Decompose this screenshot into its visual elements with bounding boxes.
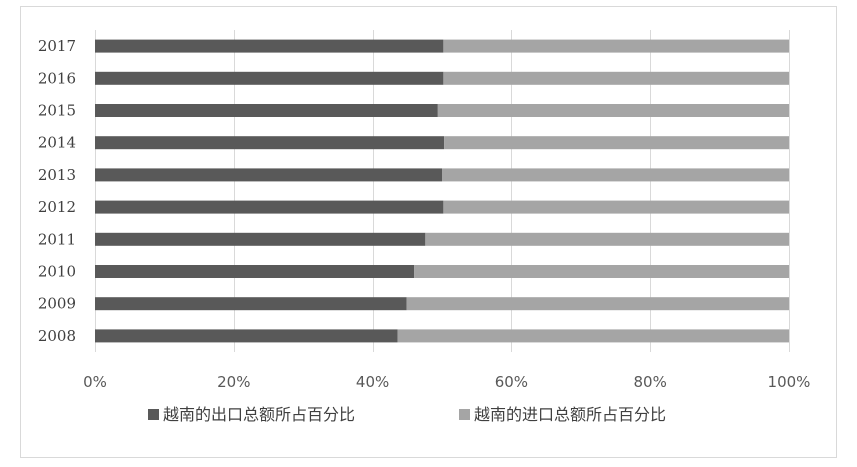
legend-label: 越南的进口总额所占百分比	[474, 405, 666, 424]
bar-import-2015	[437, 104, 789, 117]
y-tick-label: 2011	[38, 230, 76, 248]
bar-export-2009	[95, 297, 407, 311]
bar-export-2012	[95, 200, 444, 214]
bar-export-2013	[95, 168, 442, 182]
legend: 越南的出口总额所占百分比 越南的进口总额所占百分比	[148, 405, 666, 424]
y-tick-label: 2015	[38, 102, 76, 120]
x-tick-label: 40%	[356, 373, 389, 391]
y-tick-label: 2008	[38, 327, 76, 345]
legend-swatch	[459, 409, 470, 420]
y-tick-label: 2014	[38, 134, 76, 152]
bar-import-2010	[414, 265, 789, 278]
y-tick-label: 2012	[38, 198, 76, 216]
bar-export-2016	[95, 71, 444, 85]
y-tick-label: 2013	[38, 166, 76, 184]
bar-export-2015	[95, 104, 438, 117]
bar-export-2017	[95, 39, 444, 53]
bar-export-2010	[95, 265, 415, 278]
y-axis-labels: 2017 2016 2015 2014 2013 2012 2011 2010 2009 2008	[38, 37, 76, 345]
bar-export-2008	[95, 329, 398, 343]
y-tick-label: 2009	[38, 295, 76, 313]
y-tick-label: 2016	[38, 69, 76, 87]
x-tick-label: 0%	[83, 373, 107, 391]
bar-import-2012	[443, 200, 789, 214]
legend-label: 越南的出口总额所占百分比	[163, 405, 355, 424]
x-tick-label: 20%	[217, 373, 250, 391]
bar-import-2013	[442, 168, 789, 182]
x-tick-label: 60%	[495, 373, 528, 391]
y-tick-label: 2010	[38, 263, 76, 281]
bar-import-2016	[443, 71, 789, 85]
y-tick-label: 2017	[38, 37, 76, 55]
bar-export-2014	[95, 136, 445, 150]
bar-import-2009	[406, 297, 789, 311]
bar-import-2017	[443, 39, 789, 53]
bar-import-2008	[397, 329, 789, 343]
legend-swatch	[148, 409, 159, 420]
x-tick-label: 100%	[768, 373, 811, 391]
bar-import-2011	[425, 232, 789, 246]
bar-export-2011	[95, 232, 426, 246]
bars	[95, 39, 789, 343]
x-tick-label: 80%	[634, 373, 667, 391]
x-axis-labels: 0% 20% 40% 60% 80% 100%	[83, 373, 810, 391]
bar-import-2014	[444, 136, 789, 150]
